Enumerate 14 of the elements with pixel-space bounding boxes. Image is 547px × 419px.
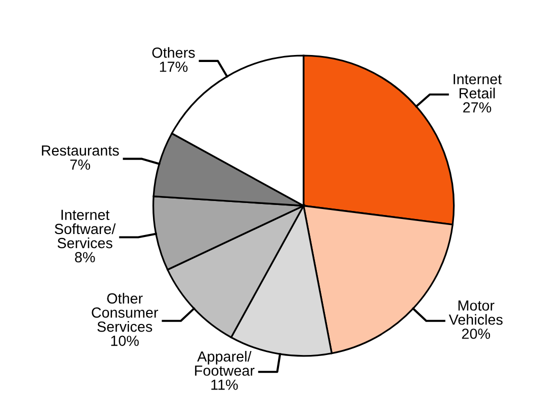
slice-label: Internet Software/ Services: [54, 210, 116, 248]
data-label: 8%: [74, 252, 95, 262]
slice-label: Restaurants: [42, 145, 119, 156]
data-label: 27%: [463, 102, 492, 112]
slice-label: Apparel/ Footwear: [195, 350, 254, 376]
data-label: 11%: [211, 380, 238, 390]
slice-label: Others: [152, 47, 195, 58]
data-label: 20%: [462, 328, 490, 339]
slice-label: Internet Retail: [454, 74, 502, 98]
slice-label: Other Consumer Services: [92, 292, 158, 332]
data-label: 17%: [160, 62, 188, 72]
data-label: 7%: [70, 160, 90, 170]
slice-label: Motor Vehicles: [448, 300, 503, 325]
data-label: 10%: [111, 336, 139, 346]
